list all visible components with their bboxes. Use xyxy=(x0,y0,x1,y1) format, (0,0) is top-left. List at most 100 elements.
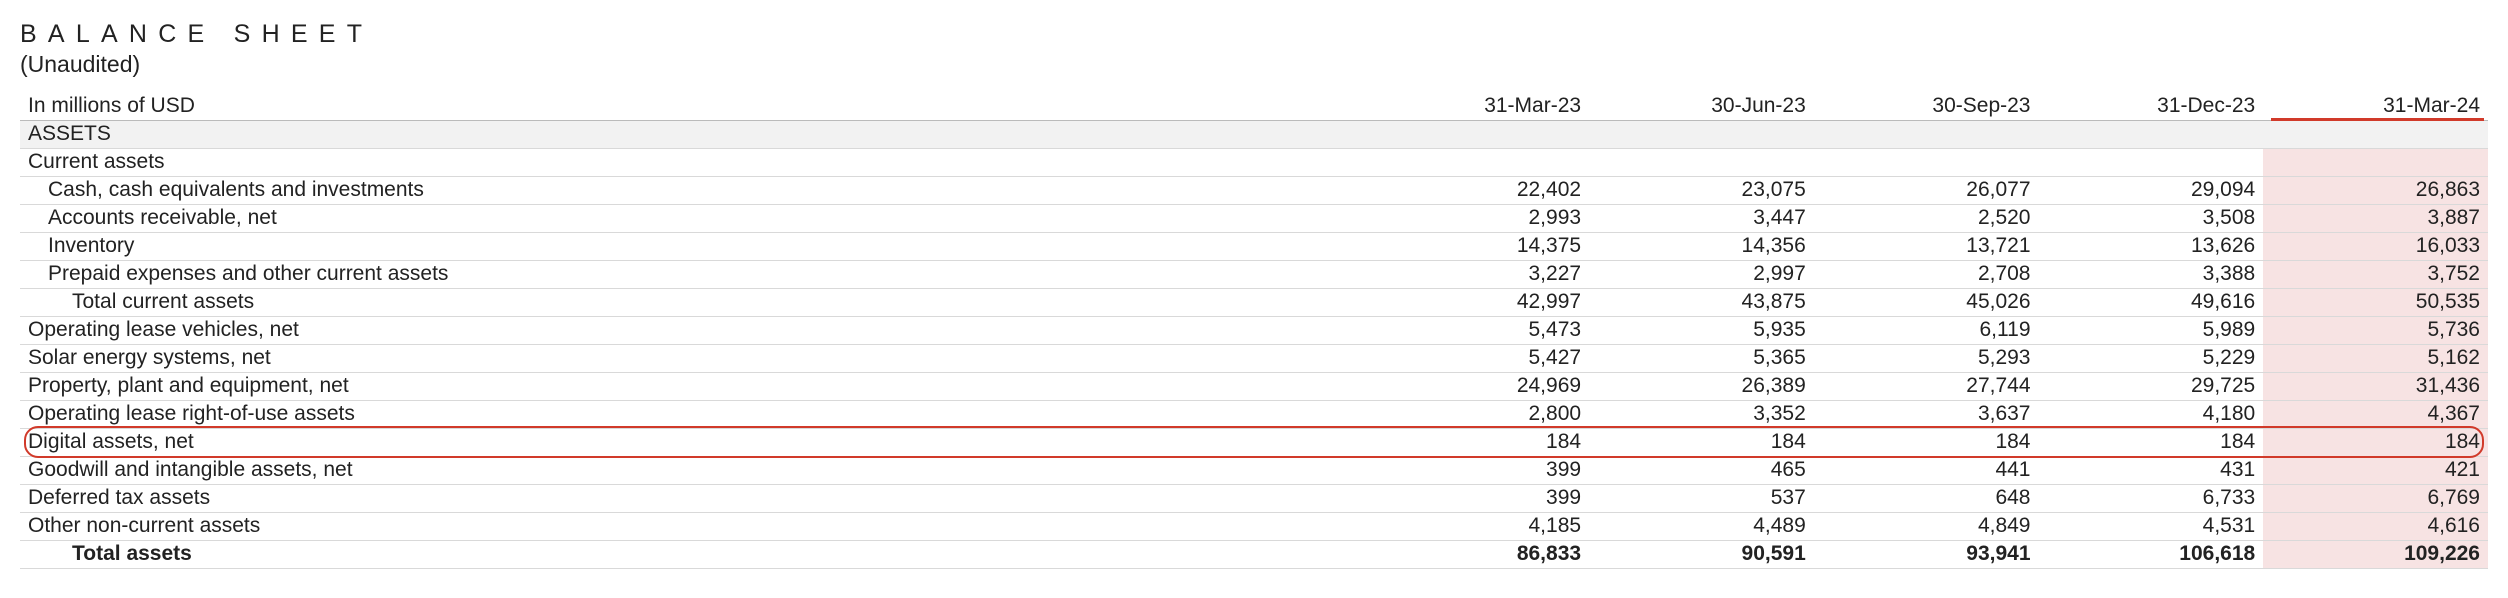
cell-value: 465 xyxy=(1589,456,1814,484)
cell-value: 27,744 xyxy=(1814,372,2039,400)
row-label: Deferred tax assets xyxy=(20,484,1364,512)
cell-value: 26,863 xyxy=(2263,176,2488,204)
section-header: ASSETS xyxy=(20,120,2488,148)
cell-value: 29,094 xyxy=(2039,176,2264,204)
cell-value: 86,833 xyxy=(1364,540,1589,568)
row-label: Inventory xyxy=(20,232,1364,260)
cell-value: 6,769 xyxy=(2263,484,2488,512)
cell-value: 3,508 xyxy=(2039,204,2264,232)
cell-value: 184 xyxy=(1814,428,2039,456)
cell-value: 3,447 xyxy=(1589,204,1814,232)
cell-value: 22,402 xyxy=(1364,176,1589,204)
page-subtitle: (Unaudited) xyxy=(20,51,2488,78)
cell-value: 26,077 xyxy=(1814,176,2039,204)
cell-value: 5,427 xyxy=(1364,344,1589,372)
table-row: Solar energy systems, net5,4275,3655,293… xyxy=(20,344,2488,372)
cell-value: 399 xyxy=(1364,456,1589,484)
column-header: 31-Dec-23 xyxy=(2039,92,2264,120)
table-row: Goodwill and intangible assets, net39946… xyxy=(20,456,2488,484)
cell-value: 13,721 xyxy=(1814,232,2039,260)
row-label: Digital assets, net xyxy=(20,428,1364,456)
page-title: BALANCE SHEET xyxy=(20,20,2488,49)
row-label: Prepaid expenses and other current asset… xyxy=(20,260,1364,288)
cell-value: 50,535 xyxy=(2263,288,2488,316)
cell-value: 5,162 xyxy=(2263,344,2488,372)
row-label: Operating lease right-of-use assets xyxy=(20,400,1364,428)
cell-value: 5,229 xyxy=(2039,344,2264,372)
cell-value xyxy=(2039,148,2264,176)
cell-value: 2,997 xyxy=(1589,260,1814,288)
row-label: Property, plant and equipment, net xyxy=(20,372,1364,400)
cell-value: 4,489 xyxy=(1589,512,1814,540)
cell-value: 6,119 xyxy=(1814,316,2039,344)
row-label: Current assets xyxy=(20,148,1364,176)
cell-value: 3,352 xyxy=(1589,400,1814,428)
table-row: Total current assets42,99743,87545,02649… xyxy=(20,288,2488,316)
column-header: 31-Mar-23 xyxy=(1364,92,1589,120)
cell-value: 4,180 xyxy=(2039,400,2264,428)
cell-value: 4,185 xyxy=(1364,512,1589,540)
cell-value: 93,941 xyxy=(1814,540,2039,568)
table-row: Deferred tax assets3995376486,7336,769 xyxy=(20,484,2488,512)
cell-value: 421 xyxy=(2263,456,2488,484)
cell-value: 4,367 xyxy=(2263,400,2488,428)
table-row: Other non-current assets4,1854,4894,8494… xyxy=(20,512,2488,540)
cell-value: 3,388 xyxy=(2039,260,2264,288)
row-label: Total assets xyxy=(20,540,1364,568)
row-label: Accounts receivable, net xyxy=(20,204,1364,232)
cell-value: 42,997 xyxy=(1364,288,1589,316)
row-label: Solar energy systems, net xyxy=(20,344,1364,372)
cell-value: 441 xyxy=(1814,456,2039,484)
table-row: Total assets86,83390,59193,941106,618109… xyxy=(20,540,2488,568)
cell-value: 2,708 xyxy=(1814,260,2039,288)
cell-value: 45,026 xyxy=(1814,288,2039,316)
cell-value: 3,227 xyxy=(1364,260,1589,288)
cell-value: 109,226 xyxy=(2263,540,2488,568)
units-label: In millions of USD xyxy=(20,92,1364,120)
cell-value: 2,800 xyxy=(1364,400,1589,428)
cell-value: 537 xyxy=(1589,484,1814,512)
row-label: Total current assets xyxy=(20,288,1364,316)
cell-value: 5,935 xyxy=(1589,316,1814,344)
cell-value: 648 xyxy=(1814,484,2039,512)
cell-value: 5,473 xyxy=(1364,316,1589,344)
cell-value: 2,993 xyxy=(1364,204,1589,232)
cell-value: 3,887 xyxy=(2263,204,2488,232)
row-label: Operating lease vehicles, net xyxy=(20,316,1364,344)
cell-value: 90,591 xyxy=(1589,540,1814,568)
cell-value: 23,075 xyxy=(1589,176,1814,204)
cell-value xyxy=(2263,148,2488,176)
row-label: Goodwill and intangible assets, net xyxy=(20,456,1364,484)
table-row: Inventory14,37514,35613,72113,62616,033 xyxy=(20,232,2488,260)
cell-value: 3,752 xyxy=(2263,260,2488,288)
row-label: Cash, cash equivalents and investments xyxy=(20,176,1364,204)
table-row: Property, plant and equipment, net24,969… xyxy=(20,372,2488,400)
cell-value: 4,531 xyxy=(2039,512,2264,540)
cell-value: 14,375 xyxy=(1364,232,1589,260)
cell-value: 31,436 xyxy=(2263,372,2488,400)
section-header-row: ASSETS xyxy=(20,120,2488,148)
cell-value: 5,365 xyxy=(1589,344,1814,372)
cell-value: 4,616 xyxy=(2263,512,2488,540)
cell-value: 5,989 xyxy=(2039,316,2264,344)
balance-sheet-table: In millions of USD31-Mar-2330-Jun-2330-S… xyxy=(20,92,2488,569)
row-label: Other non-current assets xyxy=(20,512,1364,540)
cell-value: 6,733 xyxy=(2039,484,2264,512)
cell-value: 399 xyxy=(1364,484,1589,512)
cell-value: 106,618 xyxy=(2039,540,2264,568)
cell-value: 184 xyxy=(2263,428,2488,456)
cell-value: 184 xyxy=(1589,428,1814,456)
cell-value: 43,875 xyxy=(1589,288,1814,316)
column-header: 30-Jun-23 xyxy=(1589,92,1814,120)
cell-value: 4,849 xyxy=(1814,512,2039,540)
cell-value xyxy=(1364,148,1589,176)
cell-value: 2,520 xyxy=(1814,204,2039,232)
cell-value: 24,969 xyxy=(1364,372,1589,400)
table-row: Cash, cash equivalents and investments22… xyxy=(20,176,2488,204)
cell-value: 26,389 xyxy=(1589,372,1814,400)
cell-value: 14,356 xyxy=(1589,232,1814,260)
table-row: Digital assets, net184184184184184 xyxy=(20,428,2488,456)
cell-value: 5,293 xyxy=(1814,344,2039,372)
cell-value: 3,637 xyxy=(1814,400,2039,428)
cell-value: 184 xyxy=(1364,428,1589,456)
